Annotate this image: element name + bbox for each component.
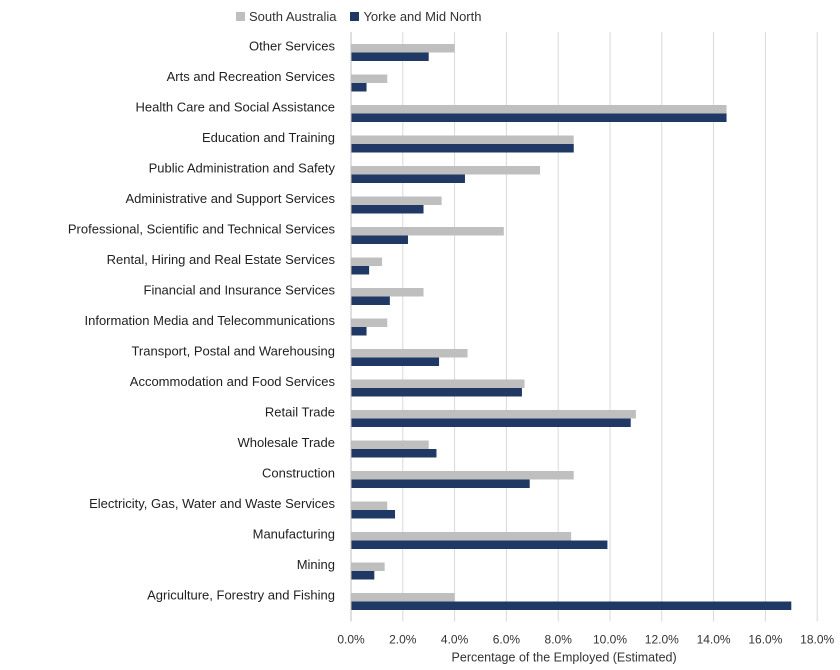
category-label: Public Administration and Safety	[149, 161, 336, 176]
category-label: Mining	[297, 557, 335, 572]
bar-yorke-mid-north-arts-and-recreation-services	[351, 83, 367, 92]
bar-south-australia-construction	[351, 471, 574, 480]
category-label: Manufacturing	[253, 527, 335, 542]
category-label: Financial and Insurance Services	[144, 283, 336, 298]
legend-swatch-south-australia	[236, 12, 245, 21]
bar-yorke-mid-north-wholesale-trade	[351, 449, 437, 458]
bar-south-australia-electricity-gas-water-and-waste-services	[351, 501, 388, 510]
bar-yorke-mid-north-other-services	[351, 52, 429, 61]
bar-south-australia-mining	[351, 562, 385, 571]
bar-south-australia-education-and-training	[351, 135, 574, 144]
bar-south-australia-retail-trade	[351, 410, 636, 419]
bar-yorke-mid-north-information-media-and-telecommunications	[351, 327, 367, 336]
legend-label-south-australia: South Australia	[249, 9, 337, 24]
category-label: Information Media and Telecommunications	[84, 313, 335, 328]
bar-yorke-mid-north-accommodation-and-food-services	[351, 388, 522, 397]
bar-south-australia-information-media-and-telecommunications	[351, 318, 388, 327]
category-label: Transport, Postal and Warehousing	[131, 344, 335, 359]
bar-south-australia-manufacturing	[351, 532, 572, 541]
x-tick-label: 2.0%	[389, 633, 417, 647]
category-label: Accommodation and Food Services	[130, 374, 336, 389]
category-label: Construction	[262, 466, 335, 481]
category-label: Administrative and Support Services	[125, 191, 335, 206]
category-label: Rental, Hiring and Real Estate Services	[107, 252, 336, 267]
x-tick-label: 4.0%	[441, 633, 469, 647]
category-label: Other Services	[249, 39, 335, 54]
bar-yorke-mid-north-health-care-and-social-assistance	[351, 113, 727, 122]
bar-yorke-mid-north-agriculture-forestry-and-fishing	[351, 601, 792, 610]
bar-south-australia-transport-postal-and-warehousing	[351, 349, 468, 358]
legend-item-south-australia: South Australia	[236, 9, 336, 24]
bar-yorke-mid-north-financial-and-insurance-services	[351, 296, 390, 305]
bar-yorke-mid-north-professional-scientific-and-technical-services	[351, 235, 408, 244]
bar-yorke-mid-north-transport-postal-and-warehousing	[351, 357, 440, 366]
category-label: Agriculture, Forestry and Fishing	[147, 588, 335, 603]
category-label: Electricity, Gas, Water and Waste Servic…	[89, 496, 335, 511]
legend: South Australia Yorke and Mid North	[236, 9, 481, 24]
bar-yorke-mid-north-mining	[351, 571, 375, 580]
x-tick-label: 8.0%	[545, 633, 573, 647]
bar-yorke-mid-north-electricity-gas-water-and-waste-services	[351, 510, 396, 519]
bar-south-australia-financial-and-insurance-services	[351, 288, 424, 297]
x-tick-label: 6.0%	[493, 633, 521, 647]
category-label: Retail Trade	[265, 405, 335, 420]
category-label: Professional, Scientific and Technical S…	[68, 222, 336, 237]
category-label: Wholesale Trade	[237, 435, 335, 450]
legend-swatch-yorke-mid-north	[350, 12, 360, 21]
bar-south-australia-professional-scientific-and-technical-services	[351, 227, 504, 236]
category-label: Arts and Recreation Services	[167, 69, 336, 84]
x-axis-title: Percentage of the Employed (Estimated)	[452, 651, 677, 665]
x-tick-label: 18.0%	[800, 633, 834, 647]
bar-yorke-mid-north-manufacturing	[351, 540, 608, 549]
x-tick-label: 0.0%	[337, 633, 365, 647]
x-tick-label: 10.0%	[593, 633, 627, 647]
bar-south-australia-public-administration-and-safety	[351, 166, 541, 175]
bar-south-australia-accommodation-and-food-services	[351, 379, 525, 388]
category-label: Health Care and Social Assistance	[136, 100, 335, 115]
legend-item-yorke-mid-north: Yorke and Mid North	[350, 9, 481, 24]
x-tick-label: 12.0%	[645, 633, 679, 647]
bar-south-australia-health-care-and-social-assistance	[351, 105, 727, 114]
bar-south-australia-other-services	[351, 44, 455, 53]
bar-south-australia-arts-and-recreation-services	[351, 74, 388, 83]
bar-yorke-mid-north-public-administration-and-safety	[351, 174, 465, 183]
bar-south-australia-administrative-and-support-services	[351, 196, 442, 205]
x-tick-label: 16.0%	[748, 633, 782, 647]
category-label: Education and Training	[202, 130, 335, 145]
bar-south-australia-wholesale-trade	[351, 440, 429, 449]
bar-yorke-mid-north-construction	[351, 479, 530, 488]
bar-yorke-mid-north-education-and-training	[351, 144, 574, 153]
legend-label-yorke-mid-north: Yorke and Mid North	[363, 9, 482, 24]
bar-south-australia-rental-hiring-and-real-estate-services	[351, 257, 383, 266]
bar-yorke-mid-north-administrative-and-support-services	[351, 205, 424, 214]
x-tick-label: 14.0%	[697, 633, 731, 647]
bar-south-australia-agriculture-forestry-and-fishing	[351, 593, 455, 602]
bar-yorke-mid-north-rental-hiring-and-real-estate-services	[351, 266, 370, 275]
bar-yorke-mid-north-retail-trade	[351, 418, 631, 427]
